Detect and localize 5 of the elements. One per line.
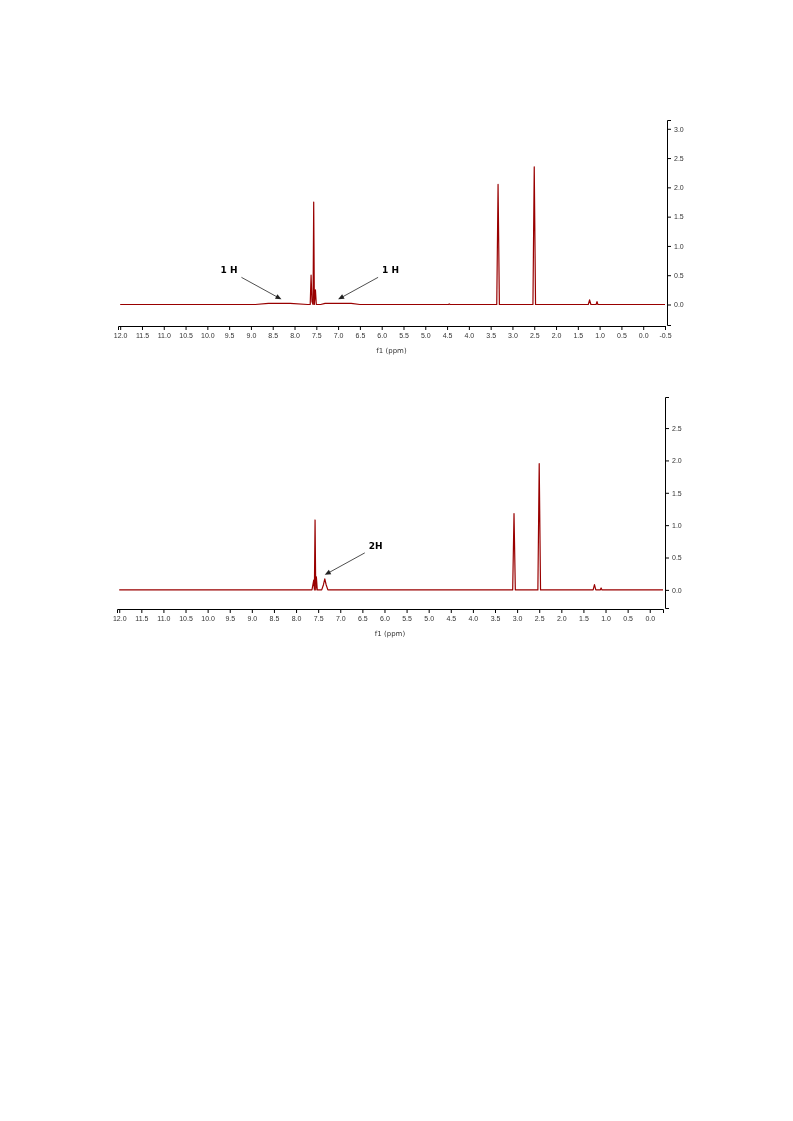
- line-series: [118, 463, 664, 591]
- annotation: 2H: [368, 540, 383, 551]
- line-series: [119, 166, 666, 306]
- annotation: 1 H: [220, 265, 238, 276]
- annotation: 1 H: [382, 265, 400, 276]
